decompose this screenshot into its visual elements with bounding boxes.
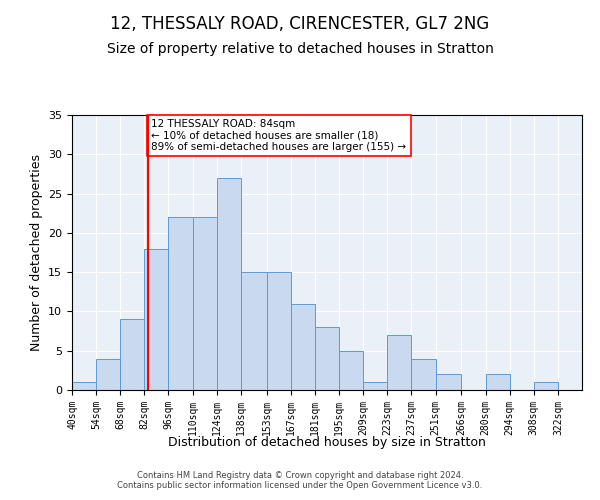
Bar — [291, 304, 315, 390]
Text: Distribution of detached houses by size in Stratton: Distribution of detached houses by size … — [168, 436, 486, 449]
Bar — [534, 382, 558, 390]
Bar — [241, 272, 266, 390]
Bar — [96, 358, 120, 390]
Bar — [266, 272, 291, 390]
Text: Size of property relative to detached houses in Stratton: Size of property relative to detached ho… — [107, 42, 493, 56]
Bar — [217, 178, 241, 390]
Bar — [485, 374, 509, 390]
Bar — [339, 350, 363, 390]
Bar — [436, 374, 461, 390]
Bar — [120, 320, 145, 390]
Bar — [72, 382, 96, 390]
Bar — [315, 327, 339, 390]
Bar — [412, 358, 436, 390]
Text: 12, THESSALY ROAD, CIRENCESTER, GL7 2NG: 12, THESSALY ROAD, CIRENCESTER, GL7 2NG — [110, 15, 490, 33]
Text: Contains HM Land Registry data © Crown copyright and database right 2024.
Contai: Contains HM Land Registry data © Crown c… — [118, 470, 482, 490]
Y-axis label: Number of detached properties: Number of detached properties — [29, 154, 43, 351]
Bar — [193, 217, 217, 390]
Bar — [363, 382, 388, 390]
Bar — [145, 248, 169, 390]
Text: 12 THESSALY ROAD: 84sqm
← 10% of detached houses are smaller (18)
89% of semi-de: 12 THESSALY ROAD: 84sqm ← 10% of detache… — [151, 119, 406, 152]
Bar — [388, 335, 412, 390]
Bar — [169, 217, 193, 390]
